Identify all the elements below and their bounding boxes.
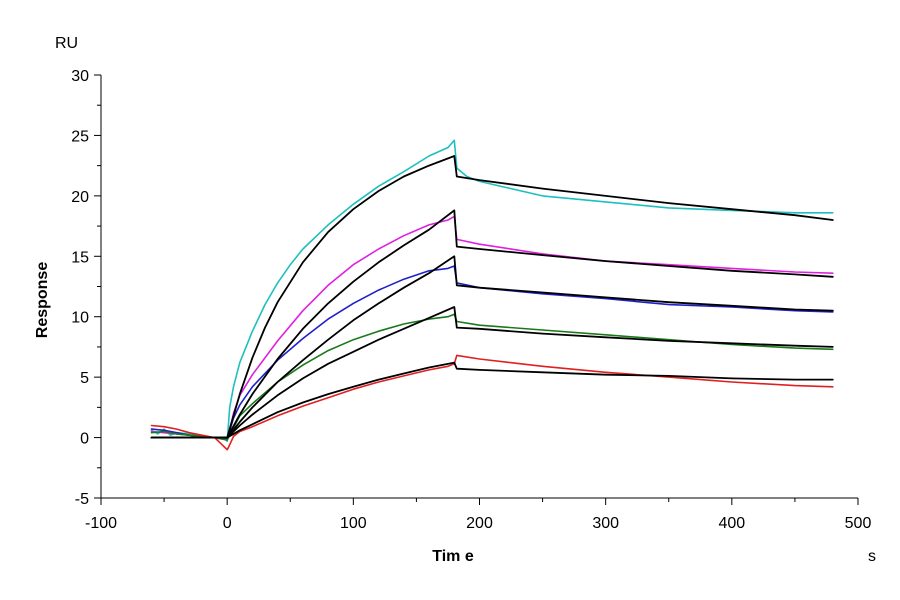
y-unit-label: RU <box>55 35 78 52</box>
y-axis-title: Response <box>34 262 51 339</box>
x-tick-label: 300 <box>592 515 619 532</box>
x-axis-title: Tim e <box>432 548 474 565</box>
x-tick-label: 200 <box>466 515 493 532</box>
x-tick-label: 400 <box>718 515 745 532</box>
fit-curve-line <box>150 306 834 439</box>
x-tick-label: 0 <box>223 515 232 532</box>
fit-curve-line <box>150 155 834 439</box>
y-tick-label: 25 <box>71 128 89 145</box>
y-tick-label: 30 <box>71 68 89 85</box>
measured-curve-line <box>150 313 834 441</box>
axes-layer <box>100 75 858 499</box>
fit-curve-line <box>150 209 834 439</box>
measured-curve-line <box>150 139 834 443</box>
x-tick-label: 100 <box>340 515 367 532</box>
fit-curve-line <box>150 361 834 439</box>
x-tick-label: 500 <box>845 515 872 532</box>
y-tick-label: 10 <box>71 310 89 327</box>
x-tick-label: -100 <box>85 515 117 532</box>
ticks-layer: -100 0 100 200 300 400 500 -5 0 5 10 15 20 25 30 <box>71 68 871 532</box>
y-tick-label: 0 <box>80 431 89 448</box>
y-tick-label: 20 <box>71 189 89 206</box>
fit-curve-line <box>150 255 834 439</box>
y-tick-label: -5 <box>75 491 89 508</box>
measured-curve-line <box>150 354 834 451</box>
y-tick-label: 15 <box>71 249 89 266</box>
y-tick-label: 5 <box>80 370 89 387</box>
series-layer <box>150 139 834 451</box>
x-unit-label: s <box>868 548 876 565</box>
